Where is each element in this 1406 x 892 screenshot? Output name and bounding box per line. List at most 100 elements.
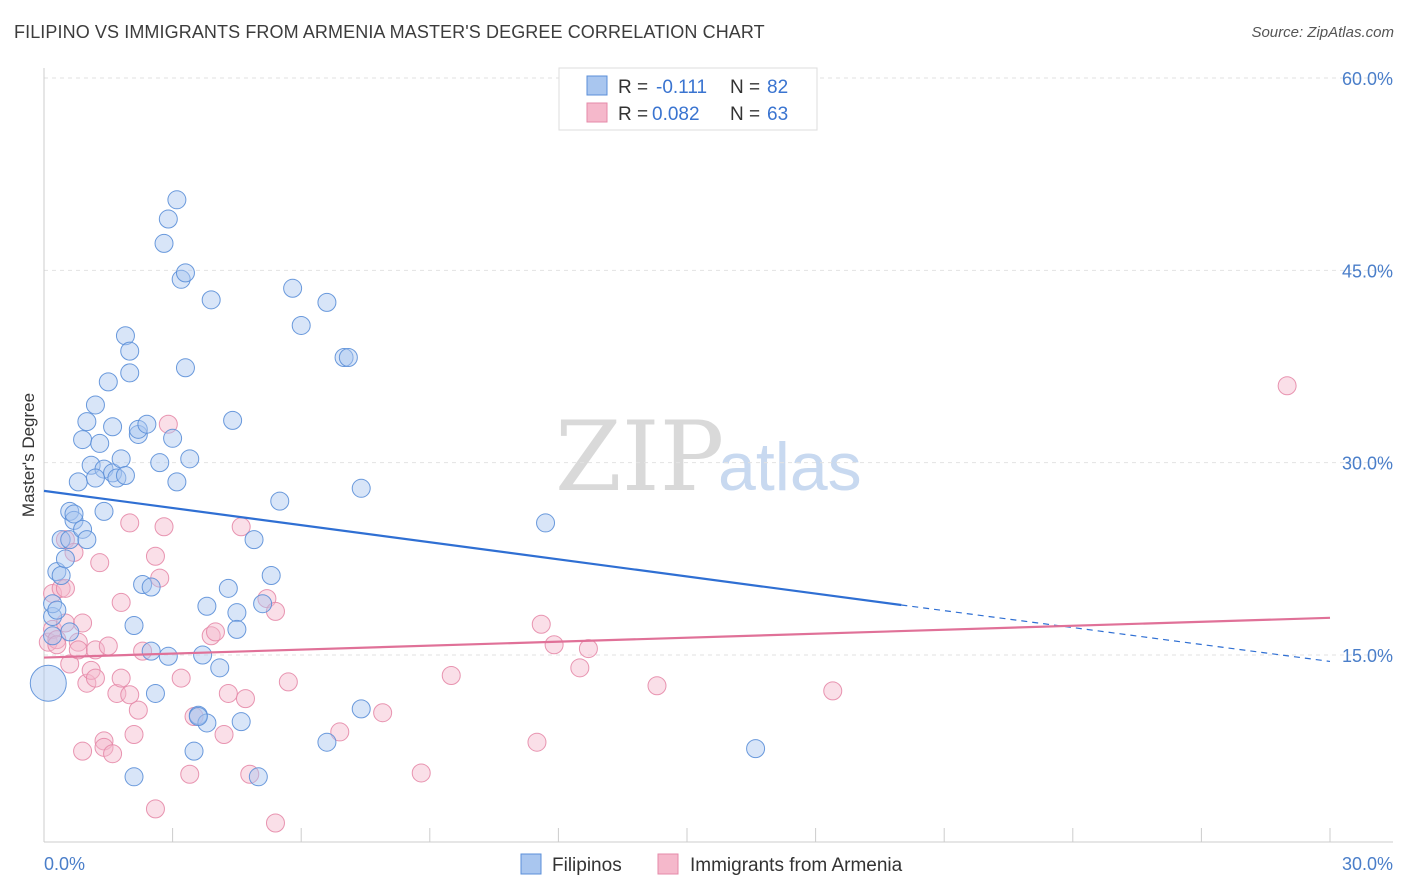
armenia-point <box>171 668 191 688</box>
legend-box: R = -0.111 N = 82 R = 0.082 N = 63 <box>558 67 818 131</box>
filipino-point <box>210 658 230 678</box>
filipino-point <box>261 566 281 586</box>
x-tick-label-max: 30.0% <box>1342 854 1393 874</box>
bottom-legend-filipinos: Filipinos <box>552 855 622 876</box>
legend-n-label-1: N = <box>730 77 760 98</box>
filipino-point <box>98 372 118 392</box>
bottom-legend-armenia: Immigrants from Armenia <box>690 855 903 876</box>
filipino-point <box>167 190 187 210</box>
filipino-point <box>184 741 204 761</box>
x-tick-labels: 0.0% 30.0% <box>44 854 1393 874</box>
filipino-point <box>188 707 208 727</box>
watermark: ZIP atlas <box>555 401 862 513</box>
armenia-point <box>373 703 393 723</box>
filipino-point <box>145 683 165 703</box>
trend-line-filipinos <box>43 489 902 607</box>
armenia-point <box>158 414 178 434</box>
armenia-point <box>1277 376 1297 396</box>
armenia-point <box>578 639 598 659</box>
legend-n-label-2: N = <box>730 104 760 125</box>
series-filipinos <box>29 190 766 787</box>
filipino-point <box>167 472 187 492</box>
armenia-point <box>411 763 431 783</box>
filipino-point <box>175 263 195 283</box>
armenia-point <box>278 672 298 692</box>
armenia-point <box>265 813 285 833</box>
armenia-point <box>60 654 80 674</box>
filipino-point <box>283 278 303 298</box>
filipino-point <box>158 209 178 229</box>
filipino-point <box>291 315 311 335</box>
armenia-point <box>68 640 88 660</box>
armenia-point <box>570 658 590 678</box>
y-tick-labels: 15.0% 30.0% 45.0% 60.0% <box>1342 69 1393 666</box>
filipino-point <box>73 519 93 539</box>
watermark-atlas: atlas <box>718 429 862 505</box>
filipino-point <box>248 767 268 787</box>
filipino-point <box>231 712 251 732</box>
filipino-point <box>180 449 200 469</box>
armenia-point <box>47 635 67 655</box>
armenia-point <box>124 724 144 744</box>
legend-r-label-2: R = <box>618 104 648 125</box>
legend-swatch-filipinos <box>586 75 608 96</box>
bottom-legend: Filipinos Immigrants from Armenia <box>520 853 903 876</box>
filipino-point <box>77 412 97 432</box>
armenia-point <box>544 635 564 655</box>
legend-n-value-1: 82 <box>767 77 788 98</box>
filipino-point <box>141 577 161 597</box>
y-axis-label: Master's Degree <box>19 393 38 517</box>
y-tick-label-60: 60.0% <box>1342 69 1393 89</box>
filipino-point <box>120 363 140 383</box>
armenia-point <box>441 666 461 686</box>
trend-line-filipinos-extension <box>901 604 1331 663</box>
filipino-point <box>317 292 337 312</box>
filipino-point <box>201 290 221 310</box>
bottom-legend-swatch-filipinos <box>520 853 542 875</box>
filipino-point <box>115 326 135 346</box>
armenia-point <box>154 517 174 537</box>
legend-r-value-1: -0.111 <box>656 77 707 98</box>
filipino-point <box>197 596 217 616</box>
filipino-point <box>227 619 247 639</box>
legend-swatch-armenia <box>586 102 608 123</box>
filipino-point <box>244 530 264 550</box>
y-tick-label-30: 30.0% <box>1342 454 1393 474</box>
filipino-point <box>103 417 123 437</box>
armenia-point <box>98 636 118 656</box>
filipino-point <box>60 622 80 642</box>
filipino-point <box>55 549 75 569</box>
x-tick-label-min: 0.0% <box>44 854 85 874</box>
filipino-point <box>60 530 80 550</box>
chart-title: FILIPINO VS IMMIGRANTS FROM ARMENIA MAST… <box>14 22 765 42</box>
legend-r-value-2: 0.082 <box>652 104 700 125</box>
legend-n-value-2: 63 <box>767 104 788 125</box>
filipino-point <box>150 453 170 473</box>
filipino-point <box>51 566 71 586</box>
armenia-point <box>205 622 225 642</box>
armenia-point <box>527 732 547 752</box>
armenia-point <box>120 685 140 705</box>
filipino-point <box>120 341 140 361</box>
filipino-point <box>253 594 273 614</box>
armenia-point <box>128 700 148 720</box>
filipino-point <box>81 455 101 475</box>
armenia-point <box>330 722 350 742</box>
grid-lines <box>44 77 1393 656</box>
filipino-point <box>85 395 105 415</box>
filipino-point <box>158 646 178 666</box>
armenia-point <box>90 553 110 573</box>
filipino-point <box>351 699 371 719</box>
armenia-point <box>85 640 105 660</box>
legend-r-label-1: R = <box>618 77 648 98</box>
filipino-point <box>29 664 67 702</box>
filipino-point <box>124 616 144 636</box>
filipino-point <box>85 468 105 488</box>
bottom-legend-swatch-armenia <box>657 853 679 875</box>
filipino-point <box>317 732 337 752</box>
armenia-point <box>120 513 140 533</box>
filipino-point <box>223 410 243 430</box>
filipino-point <box>175 358 195 378</box>
y-tick-label-15: 15.0% <box>1342 646 1393 666</box>
